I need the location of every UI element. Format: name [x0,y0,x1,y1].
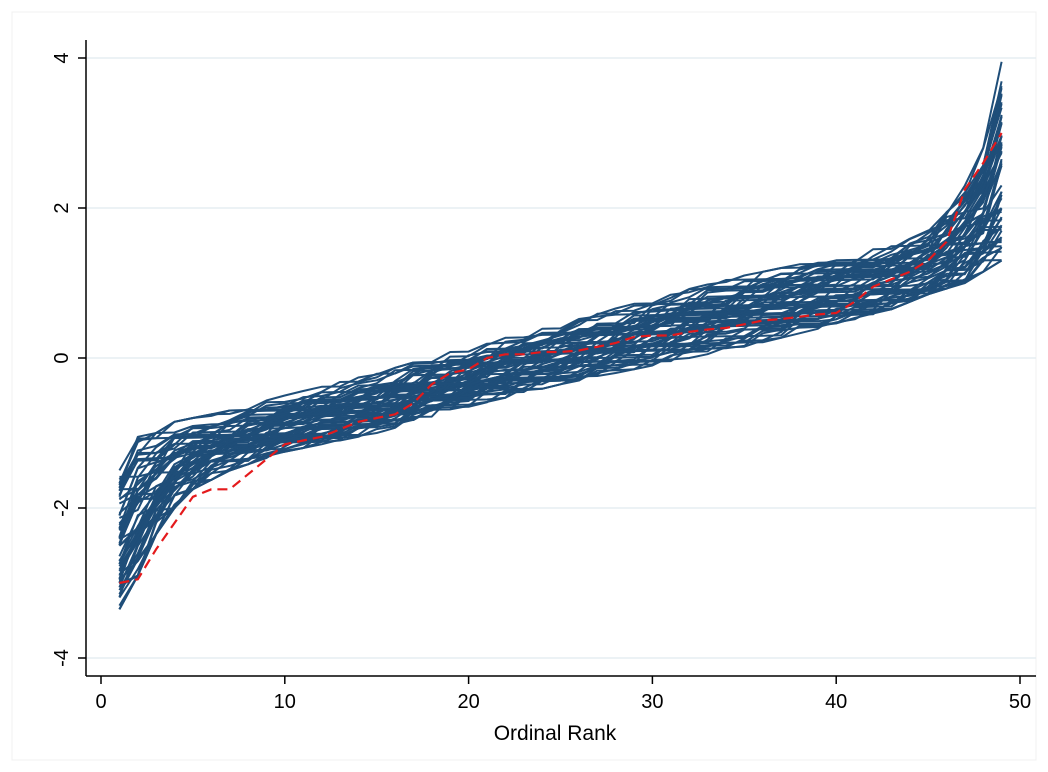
simulated-series-group [118,61,1003,610]
x-tick-label: 10 [274,691,296,713]
outer-frame [11,11,1037,761]
y-tick-label: -2 [51,499,73,517]
simulated-series-line [118,259,1003,572]
simulated-series-line [118,208,1002,501]
simulated-series-line [118,115,1003,489]
simulated-series-line [119,61,1003,478]
y-tick-label: 0 [51,352,73,363]
x-tick-label: 40 [825,691,847,713]
x-tick-label: 50 [1009,691,1031,713]
simulated-series-line [118,216,1003,546]
y-axis-ticks: -4 -2 0 2 4 [51,52,86,667]
y-tick-label: 4 [51,52,73,63]
x-axis-ticks: 0 10 20 30 40 50 [95,676,1031,713]
simulated-series-line [118,224,1003,547]
y-tick-label: 2 [51,202,73,213]
simulated-series-line [118,102,1003,538]
x-tick-label: 30 [641,691,663,713]
y-tick-label: -4 [51,649,73,667]
x-axis-title: Ordinal Rank [494,722,617,745]
x-tick-label: 20 [457,691,479,713]
simulated-series-line [118,219,1002,567]
x-tick-label: 0 [95,691,106,713]
simulated-series-line [118,107,1003,484]
